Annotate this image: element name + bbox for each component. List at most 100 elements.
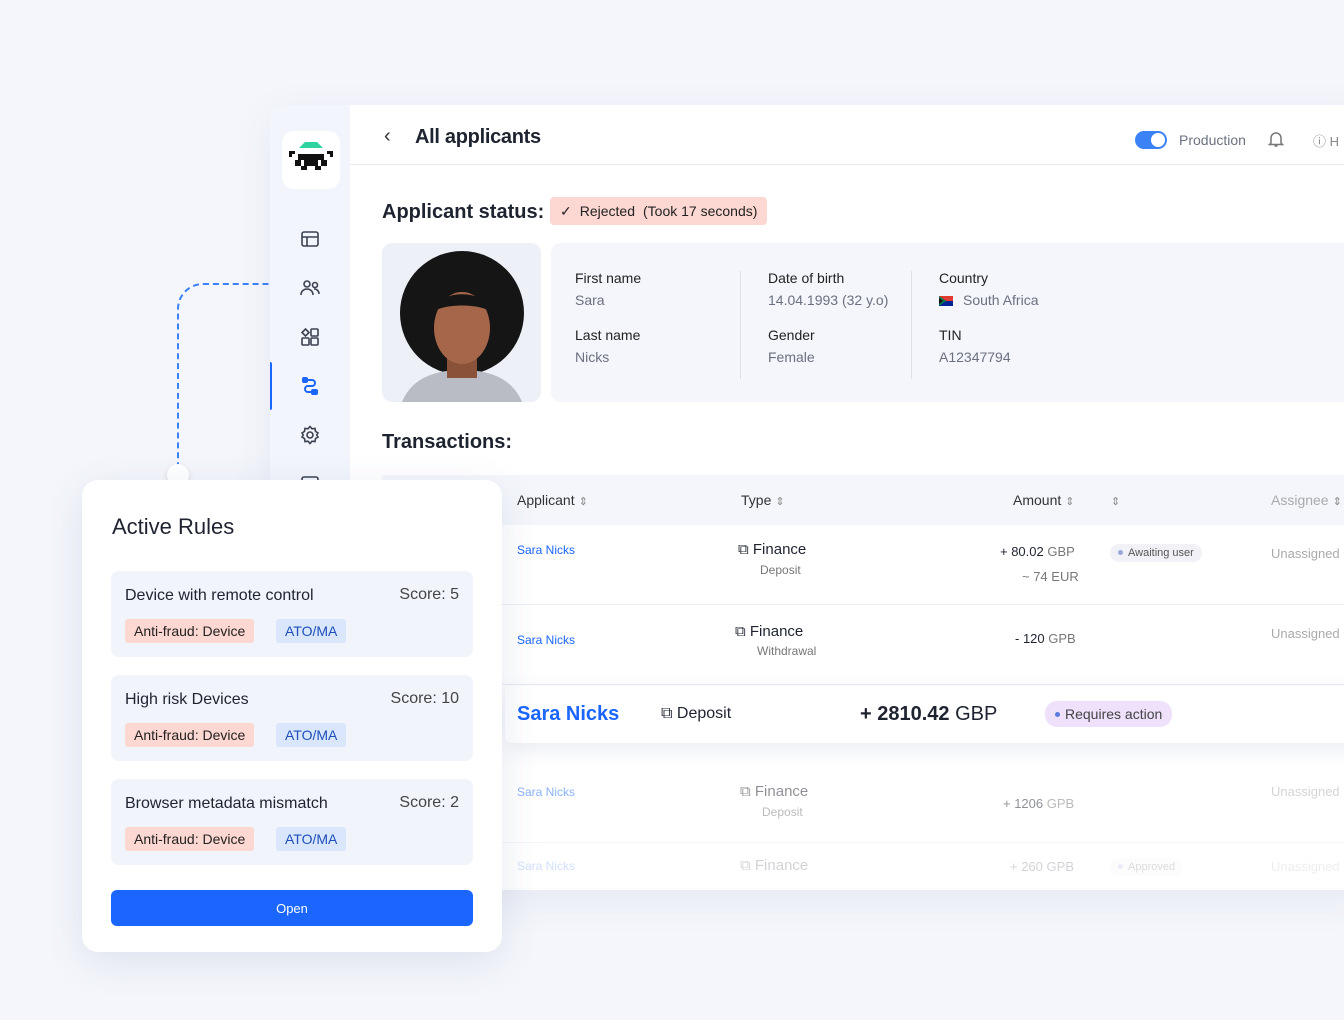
rule-connector-line — [177, 283, 272, 473]
type-cell: ⧉ Finance — [740, 783, 809, 800]
applicant-photo — [382, 243, 541, 402]
rule-name: Browser metadata mismatch — [125, 795, 328, 812]
country-value: South Africa — [963, 292, 1039, 308]
col-type[interactable]: Type ⇕ — [741, 492, 785, 508]
gender-value: Female — [768, 349, 815, 365]
type-cell: ⧉ Finance — [735, 623, 804, 640]
col-applicant[interactable]: Applicant ⇕ — [517, 492, 588, 508]
rule-tag: Anti-fraud: Device — [125, 827, 255, 851]
help-label: H — [1329, 134, 1340, 149]
assignee: Unassigned — [1271, 626, 1340, 641]
sort-icon: ⇕ — [775, 496, 785, 508]
status-pill: Requires action — [1045, 701, 1173, 727]
rule-card[interactable]: High risk Devices Score: 10 Anti-fraud: … — [111, 675, 473, 761]
amount: + 2810.42 GBP — [860, 703, 998, 725]
south-africa-flag-icon — [939, 296, 953, 306]
table-row[interactable]: Sara Nicks ⧉ Finance Deposit + 1206 GPB … — [500, 765, 1344, 843]
rule-tag: Anti-fraud: Device — [125, 723, 255, 747]
applicant-link[interactable]: Sara Nicks — [517, 859, 576, 873]
subtype: Deposit — [760, 563, 801, 577]
last-name-value: Nicks — [575, 349, 610, 365]
production-label: Production — [1179, 132, 1246, 148]
table-row[interactable]: Sara Nicks ⧉ Finance + 260 GPB Approved … — [500, 843, 1344, 889]
wallet-icon: ⧉ — [661, 705, 673, 722]
status-duration: (Took 17 seconds) — [643, 203, 758, 219]
type-cell: ⧉ Finance — [738, 541, 807, 558]
wallet-icon: ⧉ — [740, 857, 751, 874]
subtype: Withdrawal — [757, 644, 817, 658]
first-name-label: First name — [575, 270, 642, 286]
gender-label: Gender — [768, 327, 815, 343]
nav-users[interactable] — [270, 268, 350, 308]
highlighted-transaction-row[interactable]: Sara Nicks ⧉ Deposit + 2810.42 GBP Requi… — [505, 686, 1344, 743]
applicant-status-label: Applicant status: — [382, 201, 545, 223]
assignee: Unassigned — [1271, 546, 1340, 561]
last-name-label: Last name — [575, 327, 641, 343]
rule-card[interactable]: Device with remote control Score: 5 Anti… — [111, 571, 473, 657]
apps-icon — [300, 327, 319, 346]
applicant-link[interactable]: Sara Nicks — [517, 543, 576, 557]
rule-name: High risk Devices — [125, 691, 249, 708]
type-cell: ⧉ Deposit — [661, 705, 732, 722]
applicant-info-card: First name Sara Last name Nicks Date of … — [551, 243, 1344, 402]
country-label: Country — [939, 270, 989, 286]
applicant-link[interactable]: Sara Nicks — [517, 633, 576, 647]
open-button[interactable]: Open — [111, 890, 473, 926]
bell-icon[interactable] — [1267, 130, 1285, 148]
back-chevron-icon[interactable]: ‹ — [384, 125, 391, 147]
assignee: Unassigned — [1271, 859, 1340, 874]
rule-score: Score: 2 — [399, 794, 459, 811]
nav-settings[interactable] — [270, 415, 350, 455]
subtype: Deposit — [762, 805, 803, 819]
dob-value: 14.04.1993 (32 y.o) — [768, 292, 889, 308]
rule-tag: ATO/MA — [276, 827, 347, 851]
flow-icon — [302, 377, 318, 395]
amount: + 260 GPB — [1010, 859, 1074, 874]
nav-apps[interactable] — [270, 317, 350, 357]
type-cell: ⧉ Finance — [740, 857, 809, 874]
help-icon: ⓘ — [1313, 134, 1327, 149]
help-button[interactable]: ⓘ H — [1313, 131, 1339, 150]
name-column: First name Sara Last name Nicks — [575, 270, 641, 365]
applicant-link[interactable]: Sara Nicks — [517, 785, 576, 799]
status-badge: ✓ Rejected (Took 17 seconds) — [550, 197, 768, 225]
amount: + 80.02 GBP — [1000, 544, 1075, 559]
assignee: Unassigned — [1271, 784, 1340, 799]
amount: + 1206 GPB — [1003, 796, 1075, 811]
table-header: Applicant ⇕ Type ⇕ Amount ⇕ ⇕ Assignee ⇕ — [382, 475, 1344, 525]
dob-label: Date of birth — [768, 270, 845, 286]
sort-icon: ⇕ — [1111, 496, 1121, 508]
rule-name: Device with remote control — [125, 587, 314, 604]
production-toggle[interactable] — [1135, 131, 1167, 149]
amount: - 120 GPB — [1015, 631, 1076, 646]
active-rules-panel: Active Rules Device with remote control … — [82, 480, 502, 952]
dashboard-icon — [301, 231, 319, 247]
col-assignee[interactable]: Assignee ⇕ — [1271, 492, 1342, 508]
wallet-icon: ⧉ — [740, 783, 751, 800]
status-value: Rejected — [579, 203, 635, 219]
divider — [911, 271, 912, 379]
nav-dashboard[interactable] — [270, 219, 350, 259]
rule-score: Score: 10 — [390, 690, 459, 707]
status-pill: Awaiting user — [1110, 543, 1202, 562]
col-status[interactable]: ⇕ — [1107, 492, 1120, 508]
table-row[interactable]: Sara Nicks ⧉ Finance Withdrawal - 120 GP… — [500, 605, 1344, 685]
check-icon: ✓ — [560, 202, 572, 219]
gear-icon — [300, 425, 320, 445]
country-column: Country South Africa TIN A12347794 — [939, 270, 1039, 365]
wallet-icon: ⧉ — [738, 541, 749, 558]
top-bar: ‹ All applicants Production ⓘ H — [350, 105, 1344, 165]
col-amount[interactable]: Amount ⇕ — [1013, 492, 1075, 508]
rule-card[interactable]: Browser metadata mismatch Score: 2 Anti-… — [111, 779, 473, 865]
active-rules-title: Active Rules — [112, 514, 235, 539]
first-name-value: Sara — [575, 292, 605, 308]
applicant-link[interactable]: Sara Nicks — [517, 703, 620, 725]
wallet-icon: ⧉ — [735, 623, 746, 640]
logo — [282, 131, 340, 189]
table-row[interactable]: Sara Nicks ⧉ Finance Deposit + 80.02 GBP… — [500, 525, 1344, 605]
nav-flows[interactable] — [270, 362, 350, 410]
tin-value: A12347794 — [939, 349, 1011, 365]
rule-tag: ATO/MA — [276, 619, 347, 643]
rule-tag: ATO/MA — [276, 723, 347, 747]
divider — [740, 271, 741, 379]
